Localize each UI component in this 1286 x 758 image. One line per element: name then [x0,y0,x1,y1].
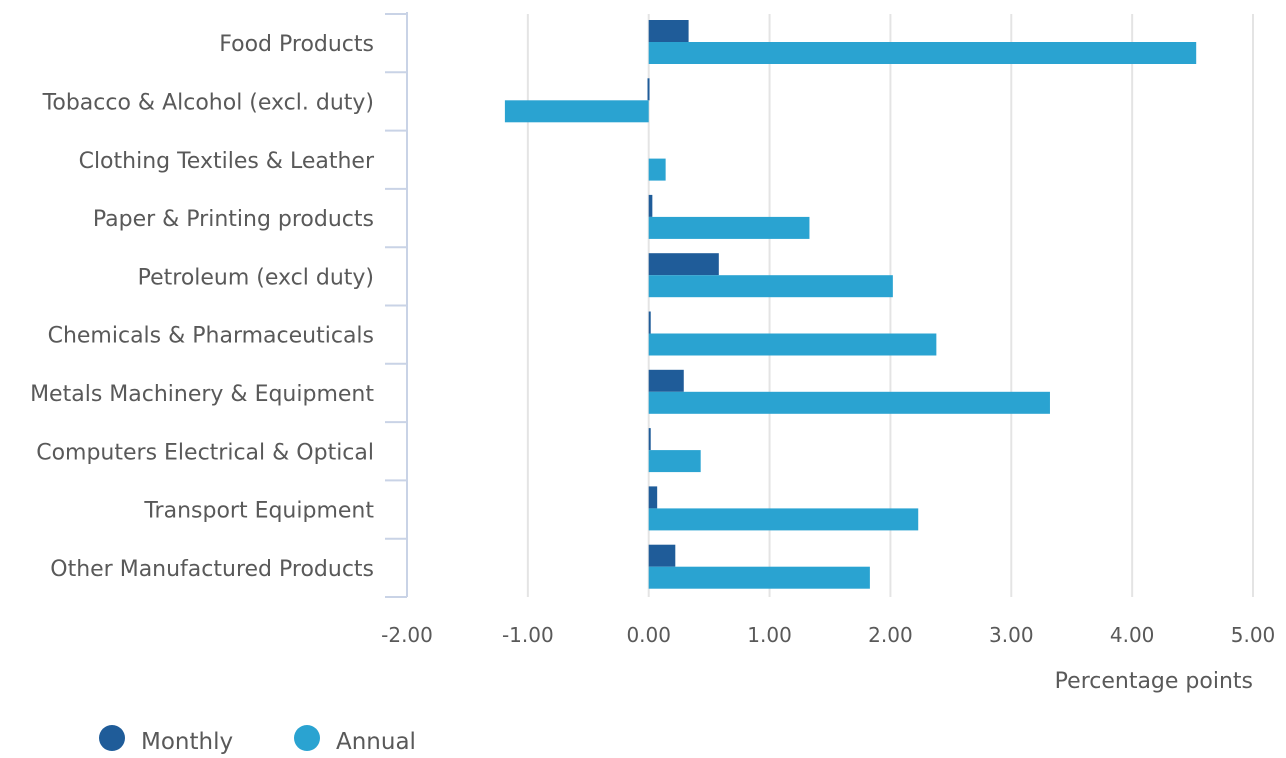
legend-label-annual: Annual [336,729,416,755]
bar-annual [648,275,893,298]
bar-annual [648,450,701,473]
x-tick-label: 1.00 [747,623,792,647]
x-tick-label: -2.00 [381,623,433,647]
category-label: Transport Equipment [143,499,374,524]
category-label: Petroleum (excl duty) [138,265,374,290]
x-tick-label: 5.00 [1231,623,1276,647]
bar-annual [648,566,870,589]
x-tick-label: 0.00 [626,623,671,647]
bar-monthly [648,20,689,42]
x-axis-title: Percentage points [1055,669,1253,694]
category-label: Metals Machinery & Equipment [30,382,374,407]
bar-monthly [647,78,650,101]
legend-marker-monthly [99,725,125,751]
bar-monthly [648,486,658,509]
x-tick-label: 4.00 [1110,623,1155,647]
bar-monthly [648,253,719,276]
bar-monthly [648,194,653,217]
bar-annual [648,158,666,181]
x-tick-labels: -2.00 -1.00 0.00 1.00 2.00 3.00 4.00 5.00 [381,623,1275,647]
bar-annual [648,333,937,356]
legend-marker-annual [294,725,320,751]
x-tick-label: -1.00 [502,623,554,647]
category-axis [385,12,408,598]
bar-monthly [648,311,651,334]
bar-monthly [648,428,651,451]
category-label: Computers Electrical & Optical [36,440,374,465]
category-label: Chemicals & Pharmaceuticals [48,324,374,349]
category-labels: Food Products Tobacco & Alcohol (excl. du… [30,32,375,582]
category-label: Tobacco & Alcohol (excl. duty) [42,90,374,115]
category-label: Clothing Textiles & Leather [79,149,375,174]
category-label: Other Manufactured Products [50,557,374,582]
x-tick-label: 3.00 [989,623,1034,647]
x-tick-label: 2.00 [868,623,913,647]
bar-annual [648,391,1050,414]
bars [504,20,1197,589]
legend-label-monthly: Monthly [141,729,233,755]
category-label: Food Products [219,32,374,57]
category-label: Paper & Printing products [93,207,374,232]
bar-annual [648,216,810,239]
legend: Monthly Annual [99,725,416,755]
bar-annual [504,100,649,123]
bar-monthly [648,544,676,567]
bar-annual [648,508,919,531]
bar-annual [648,42,1197,64]
bar-monthly [648,369,684,392]
